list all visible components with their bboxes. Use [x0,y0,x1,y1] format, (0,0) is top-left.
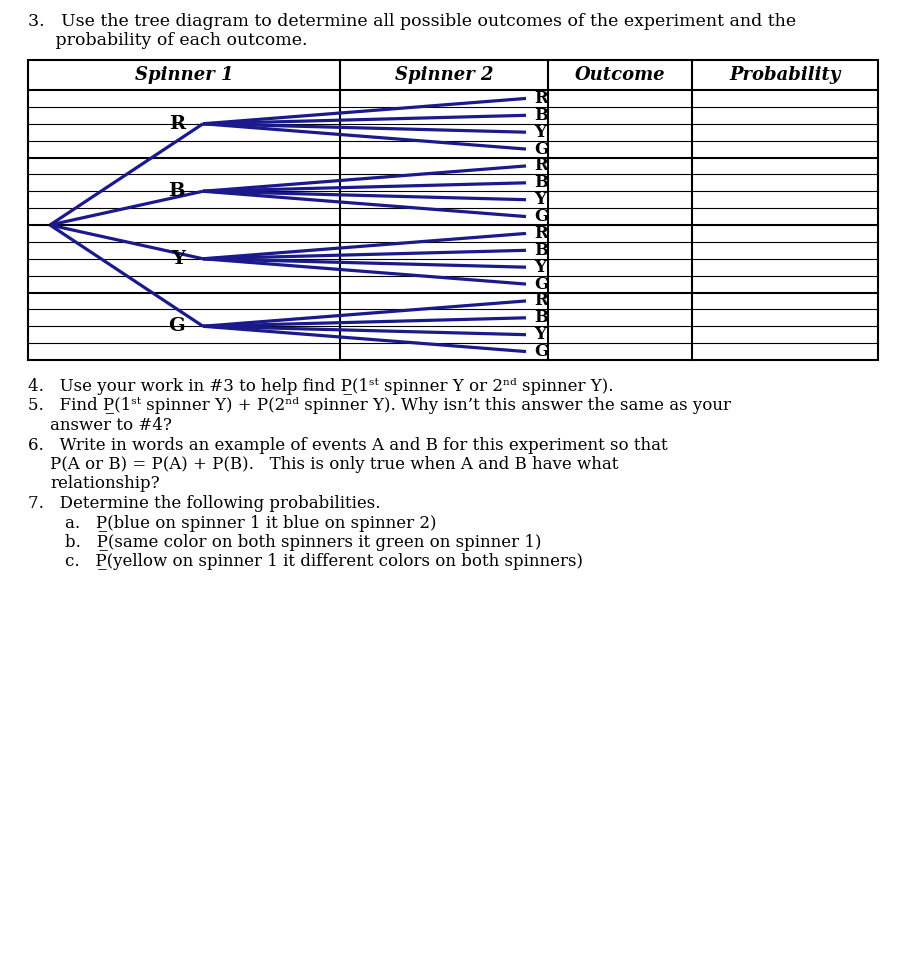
Text: B: B [168,182,185,200]
Text: B: B [534,310,548,326]
Text: Spinner 2: Spinner 2 [395,66,493,84]
Text: Probability: Probability [729,66,841,84]
Text: G: G [534,140,548,158]
Text: R: R [534,90,548,106]
Text: c.   P̲(yellow on spinner 1 it different colors on both spinners): c. P̲(yellow on spinner 1 it different c… [65,554,583,570]
Text: 7.   Determine the following probabilities.: 7. Determine the following probabilities… [28,495,380,512]
Text: G: G [168,318,185,335]
Text: 4.   Use your work in #3 to help find P̲(1ˢᵗ spinner Y or 2ⁿᵈ spinner Y).: 4. Use your work in #3 to help find P̲(1… [28,378,613,395]
Text: G: G [534,343,548,360]
Text: relationship?: relationship? [50,475,159,493]
Text: G: G [534,276,548,292]
Text: answer to #4?: answer to #4? [50,417,172,434]
Text: B: B [534,106,548,124]
Text: G: G [534,208,548,226]
Text: B: B [534,174,548,192]
Text: b.   P̲(same color on both spinners it green on spinner 1): b. P̲(same color on both spinners it gre… [65,534,541,551]
Text: B: B [534,242,548,258]
Text: R: R [534,225,548,242]
Text: Outcome: Outcome [575,66,665,84]
Text: Y: Y [171,250,185,268]
Text: 5.   Find P̲(1ˢᵗ spinner Y) + P(2ⁿᵈ spinner Y). Why isn’t this answer the same a: 5. Find P̲(1ˢᵗ spinner Y) + P(2ⁿᵈ spinne… [28,398,731,414]
Text: R: R [534,292,548,310]
Text: 3.   Use the tree diagram to determine all possible outcomes of the experiment a: 3. Use the tree diagram to determine all… [28,13,796,30]
Text: Y: Y [534,326,546,344]
Text: a.   P̲(blue on spinner 1 it blue on spinner 2): a. P̲(blue on spinner 1 it blue on spinn… [65,515,437,531]
Text: 6.   Write in words an example of events A and B for this experiment so that: 6. Write in words an example of events A… [28,437,668,453]
Text: Spinner 1: Spinner 1 [135,66,233,84]
Text: P(A or B) = P(A) + P(B).   This is only true when A and B have what: P(A or B) = P(A) + P(B). This is only tr… [50,456,619,473]
Text: Y: Y [534,192,546,208]
Text: Y: Y [534,124,546,140]
Text: Y: Y [534,258,546,276]
Bar [28,60,878,360]
Text: probability of each outcome.: probability of each outcome. [28,32,308,49]
Text: R: R [534,158,548,174]
Text: R: R [169,115,185,133]
